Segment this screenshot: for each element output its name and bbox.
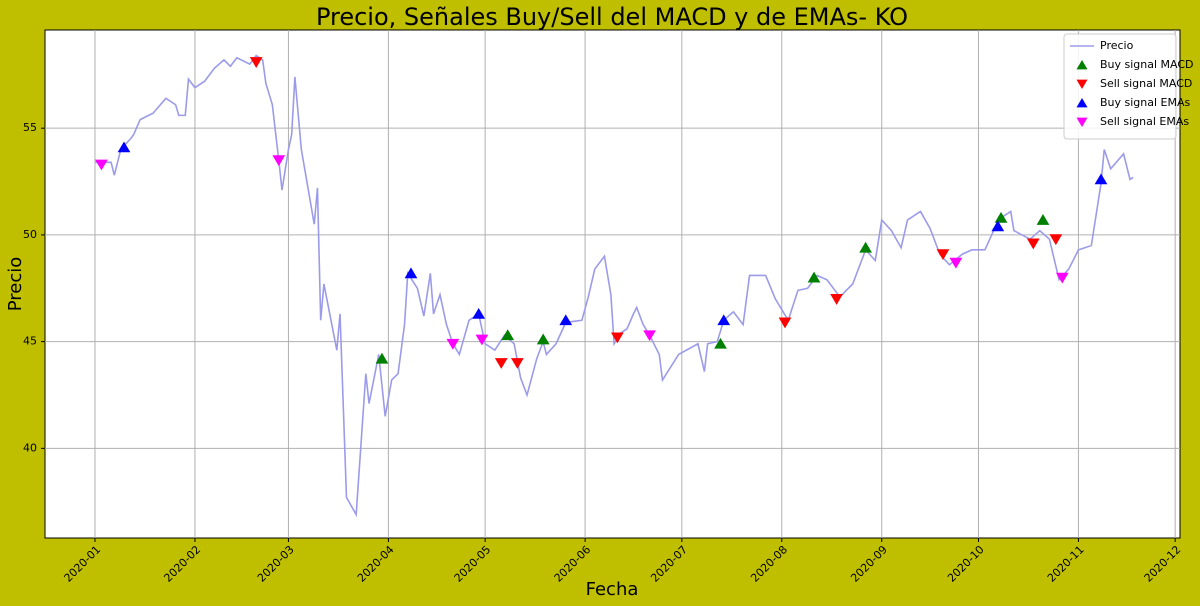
x-axis-label: Fecha (586, 579, 639, 600)
legend-label: Buy signal MACD (1100, 58, 1194, 71)
signal-marker (1049, 234, 1063, 246)
signal-marker (830, 294, 843, 305)
signal-marker (472, 307, 486, 319)
legend-marker (1076, 117, 1088, 127)
signal-marker (807, 271, 821, 283)
signal-marker (501, 329, 515, 341)
signal-marker (994, 211, 1008, 223)
signal-marker (859, 241, 872, 253)
y-axis-label: Precio (5, 257, 26, 312)
y-tick-label: 40 (23, 441, 37, 454)
y-tick-label: 55 (23, 121, 37, 134)
signal-marker (446, 338, 460, 350)
signal-marker (375, 352, 389, 364)
legend-label: Buy signal EMAs (1100, 96, 1191, 109)
signal-marker (1026, 238, 1040, 250)
x-tick-label: 2020-11 (1045, 543, 1087, 585)
legend-marker (1076, 60, 1088, 70)
signal-marker (778, 317, 792, 329)
signal-marker (559, 314, 573, 326)
signal-marker (643, 330, 656, 342)
legend-label: Sell signal EMAs (1100, 115, 1189, 128)
x-tick-label: 2020-07 (648, 543, 690, 585)
signal-marker (475, 334, 489, 346)
signal-marker (1036, 214, 1050, 225)
y-tick-label: 50 (23, 228, 37, 241)
signal-marker (1094, 173, 1108, 185)
legend-label: Precio (1100, 39, 1134, 52)
signal-marker (249, 57, 263, 68)
signal-marker (494, 358, 508, 369)
x-tick-label: 2020-09 (848, 543, 890, 585)
signal-marker (714, 337, 727, 349)
legend-marker (1076, 79, 1088, 89)
legend-box (1063, 33, 1177, 140)
x-tick-label: 2020-05 (452, 543, 494, 585)
x-tick-label: 2020-10 (945, 543, 987, 585)
x-tick-label: 2020-12 (1142, 543, 1184, 585)
price-line (94, 54, 1134, 518)
signal-marker (511, 358, 524, 369)
signal-marker (117, 141, 131, 153)
signal-marker (936, 249, 950, 261)
x-tick-label: 2020-01 (62, 543, 104, 585)
signal-marker (717, 314, 731, 326)
signal-marker (949, 257, 963, 269)
legend-marker (1076, 98, 1088, 108)
signal-marker (1055, 272, 1069, 284)
x-tick-label: 2020-04 (355, 543, 397, 585)
signal-marker (610, 332, 624, 344)
x-tick-label: 2020-08 (748, 543, 790, 585)
signal-marker (536, 333, 550, 345)
legend-label: Sell signal MACD (1100, 77, 1192, 90)
y-tick-label: 45 (23, 335, 37, 348)
signal-marker (95, 159, 108, 171)
signal-marker (404, 267, 418, 279)
signal-marker (272, 155, 286, 167)
x-tick-label: 2020-02 (161, 543, 203, 585)
plot-area (44, 29, 1181, 539)
chart-title: Precio, Señales Buy/Sell del MACD y de E… (316, 3, 908, 31)
signal-marker (991, 220, 1005, 232)
x-tick-label: 2020-03 (255, 543, 297, 585)
